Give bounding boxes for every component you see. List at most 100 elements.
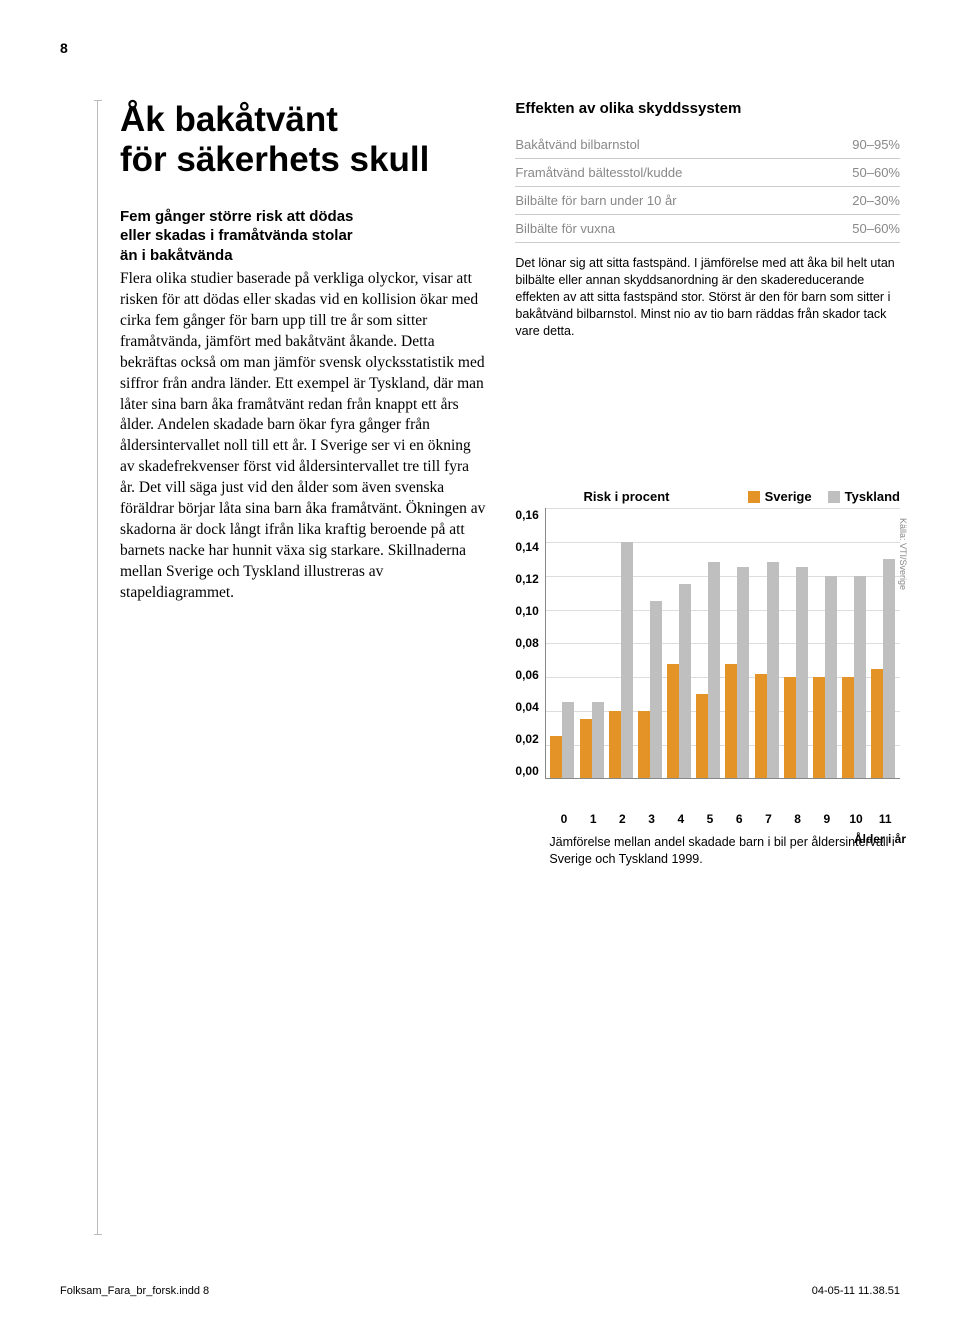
bar-tyskland [854, 576, 866, 779]
bar-sverige [638, 711, 650, 779]
y-tick-label: 0,14 [515, 540, 538, 554]
y-tick-label: 0,12 [515, 572, 538, 586]
chart-header: Risk i procent Sverige Tyskland [515, 489, 900, 504]
x-tick-label: 1 [581, 812, 605, 826]
bar-group [871, 559, 895, 778]
crop-mark [97, 100, 98, 1235]
bar-sverige [667, 664, 679, 779]
bar-tyskland [562, 702, 574, 778]
effect-label: Bakåtvänd bilbarnstol [515, 131, 814, 159]
bar-group [755, 562, 779, 778]
content-columns: Åk bakåtvänt för säkerhets skull Fem gån… [120, 100, 900, 868]
subhead-line: än i bakåtvända [120, 247, 233, 264]
x-tick-label: 10 [844, 812, 868, 826]
effect-value: 50–60% [815, 215, 901, 243]
bar-tyskland [708, 562, 720, 778]
subhead-line: Fem gånger större risk att dödas [120, 208, 353, 225]
chart-caption: Jämförelse mellan andel skadade barn i b… [549, 834, 900, 868]
y-tick-label: 0,10 [515, 604, 538, 618]
x-tick-label: 8 [786, 812, 810, 826]
table-row: Bilbälte för vuxna50–60% [515, 215, 900, 243]
x-axis: 01234567891011 [549, 808, 900, 826]
page-number: 8 [60, 40, 68, 56]
legend-swatch [748, 491, 760, 503]
effect-value: 50–60% [815, 159, 901, 187]
x-tick-label: 6 [727, 812, 751, 826]
bar-sverige [813, 677, 825, 778]
bar-tyskland [650, 601, 662, 778]
legend-item: Tyskland [828, 489, 900, 504]
bar-tyskland [883, 559, 895, 778]
bar-tyskland [679, 584, 691, 778]
x-axis-label: Ålder i år [854, 832, 906, 846]
column-right: Effekten av olika skyddssystem Bakåtvänd… [515, 100, 900, 868]
effects-table: Bakåtvänd bilbarnstol90–95%Framåtvänd bä… [515, 131, 900, 243]
page: 8 Åk bakåtvänt för säkerhets skull Fem g… [0, 0, 960, 1325]
bar-sverige [842, 677, 854, 778]
footer-right: 04-05-11 11.38.51 [812, 1285, 900, 1297]
y-tick-label: 0,04 [515, 700, 538, 714]
effect-label: Bilbälte för barn under 10 år [515, 187, 814, 215]
sub-heading: Fem gånger större risk att dödas eller s… [120, 207, 485, 266]
bar-group [813, 576, 837, 779]
column-left: Åk bakåtvänt för säkerhets skull Fem gån… [120, 100, 485, 868]
x-tick-label: 0 [552, 812, 576, 826]
chart-title: Risk i procent [515, 489, 737, 504]
table-row: Bilbälte för barn under 10 år20–30% [515, 187, 900, 215]
effects-title: Effekten av olika skyddssystem [515, 100, 900, 117]
bar-group [580, 702, 604, 778]
chart-source: Källa: VTI/Sverige [898, 518, 908, 590]
bar-tyskland [592, 702, 604, 778]
bar-group [725, 567, 749, 778]
bar-tyskland [737, 567, 749, 778]
bar-group [696, 562, 720, 778]
bar-tyskland [621, 542, 633, 778]
legend-label: Tyskland [845, 489, 900, 504]
bars [546, 508, 900, 778]
main-heading: Åk bakåtvänt för säkerhets skull [120, 100, 485, 181]
x-tick-label: 11 [873, 812, 897, 826]
bar-sverige [725, 664, 737, 779]
legend-swatch [828, 491, 840, 503]
y-tick-label: 0,16 [515, 508, 538, 522]
bar-group [784, 567, 808, 778]
footer-left: Folksam_Fara_br_forsk.indd 8 [60, 1285, 209, 1297]
bar-group [842, 576, 866, 779]
subhead-line: eller skadas i framåtvända stolar [120, 227, 353, 244]
effects-note: Det lönar sig att sitta fastspänd. I jäm… [515, 255, 900, 339]
plot-area: Källa: VTI/Sverige [545, 508, 900, 779]
page-footer: Folksam_Fara_br_forsk.indd 8 04-05-11 11… [60, 1285, 900, 1297]
body-text: Flera olika studier baserade på verkliga… [120, 269, 485, 604]
x-tick-label: 7 [756, 812, 780, 826]
bar-sverige [871, 669, 883, 779]
bar-sverige [784, 677, 796, 778]
bar-sverige [696, 694, 708, 778]
bar-tyskland [796, 567, 808, 778]
bar-sverige [550, 736, 562, 778]
table-row: Framåtvänd bältesstol/kudde50–60% [515, 159, 900, 187]
y-tick-label: 0,06 [515, 668, 538, 682]
bar-tyskland [825, 576, 837, 779]
bar-tyskland [767, 562, 779, 778]
bar-group [609, 542, 633, 778]
x-tick-label: 5 [698, 812, 722, 826]
y-axis: 0,16 0,14 0,12 0,10 0,08 0,06 0,04 0,02 0,00 [515, 508, 544, 778]
y-tick-label: 0,08 [515, 636, 538, 650]
table-row: Bakåtvänd bilbarnstol90–95% [515, 131, 900, 159]
bar-sverige [755, 674, 767, 779]
effect-label: Framåtvänd bältesstol/kudde [515, 159, 814, 187]
y-tick-label: 0,00 [515, 764, 538, 778]
heading-line: Åk bakåtvänt [120, 100, 338, 139]
heading-line: för säkerhets skull [120, 140, 429, 179]
bar-sverige [609, 711, 621, 779]
chart-area: 0,16 0,14 0,12 0,10 0,08 0,06 0,04 0,02 0,00 Käl… [515, 508, 900, 808]
legend-item: Sverige [748, 489, 812, 504]
effect-value: 90–95% [815, 131, 901, 159]
legend-label: Sverige [765, 489, 812, 504]
bar-sverige [580, 719, 592, 778]
x-tick-label: 9 [815, 812, 839, 826]
bar-chart: Risk i procent SverigeTyskland 0,160,140… [515, 489, 900, 868]
x-tick-label: 3 [640, 812, 664, 826]
y-tick-label: 0,02 [515, 732, 538, 746]
bar-group [667, 584, 691, 778]
